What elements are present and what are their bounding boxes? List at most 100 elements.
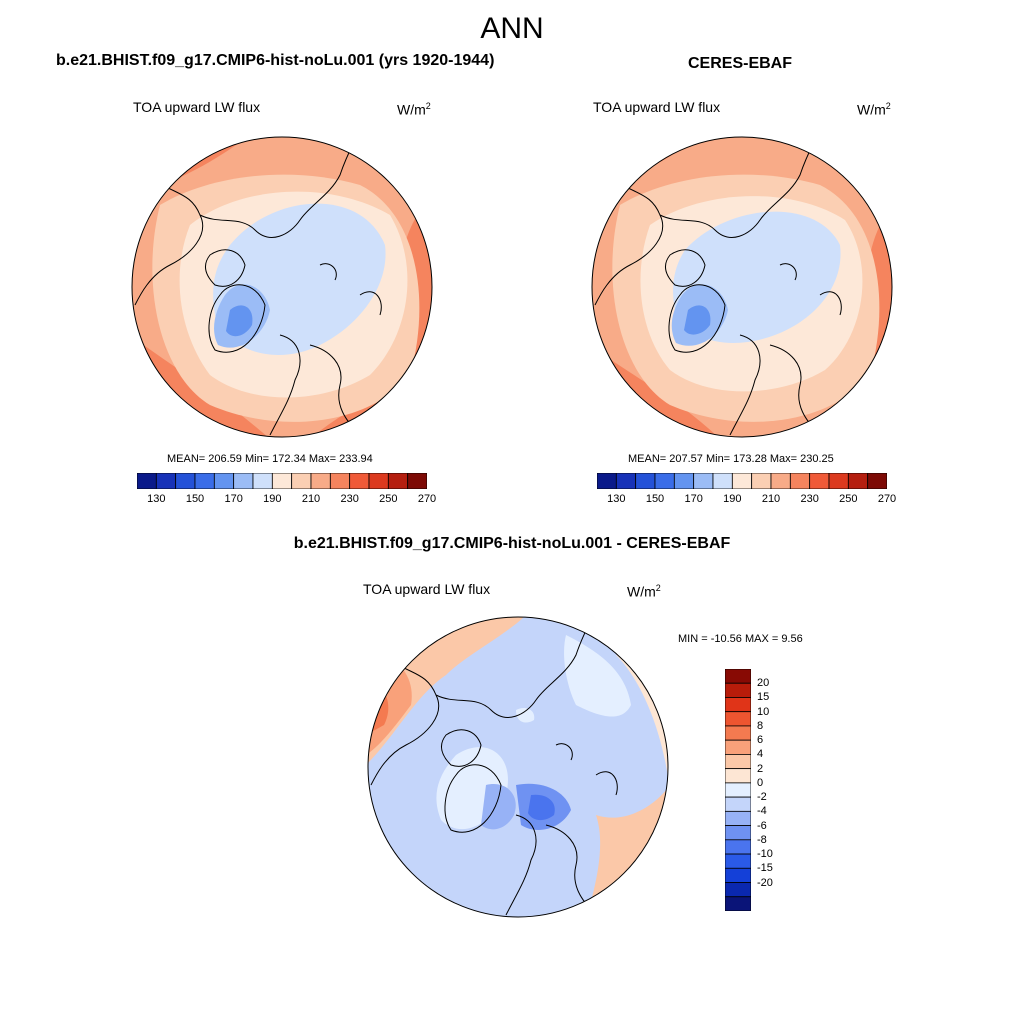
panel-2-contour-fill	[592, 137, 892, 437]
panel-2-colorbar-swatch	[789, 473, 811, 489]
diff-colorbar-swatch	[725, 669, 751, 684]
panel-1-colorbar-swatch	[137, 473, 157, 489]
panel-2-colorbar-swatch	[809, 473, 830, 489]
diff-panel-coastlines	[370, 619, 618, 916]
panel-2-colorbar-tick-label: 210	[761, 493, 781, 505]
panel-1-colorbar-swatch	[175, 473, 196, 489]
panel-2-colorbar-swatch	[867, 473, 887, 489]
panel-1-colorbar-swatch	[349, 473, 370, 489]
diff-colorbar-tick-label: -4	[757, 805, 767, 818]
diff-colorbar-tick-label: -8	[757, 833, 767, 846]
panel-1-colorbar-tick-label: 190	[263, 493, 282, 505]
panel-1-title: b.e21.BHIST.f09_g17.CMIP6-hist-noLu.001 …	[56, 52, 495, 69]
diff-panel-stats: MIN = -10.56 MAX = 9.56	[678, 633, 803, 645]
panel-1-coastlines	[134, 139, 382, 436]
diff-panel-colorbar-ticks: 20 15 10 8 6 4 2 0 -2 -4 -6 -8 -10 -15 -20	[757, 669, 797, 911]
panel-2-colorbar-tick-label: 150	[645, 493, 665, 505]
diff-panel-units: W/m2	[627, 583, 661, 600]
panel-2-colorbar-swatch	[597, 473, 617, 489]
panel-1-colorbar-swatch	[310, 473, 331, 489]
diff-colorbar-swatch	[725, 896, 751, 911]
diff-colorbar-tick-label: -6	[757, 819, 767, 832]
diff-colorbar-swatch	[725, 839, 751, 855]
diff-colorbar-tick-label: 0	[757, 776, 764, 789]
panel-1-stats: MEAN= 206.59 Min= 172.34 Max= 233.94	[167, 453, 373, 465]
diff-colorbar-swatch	[725, 810, 751, 826]
panel-1-colorbar-swatch	[194, 473, 215, 489]
diff-colorbar-tick-label: -15	[757, 862, 773, 875]
panel-2-colorbar-swatches	[597, 473, 887, 489]
panel-2-variable-label: TOA upward LW flux	[593, 99, 721, 115]
diff-colorbar-tick-label: 10	[757, 705, 770, 718]
panel-2-colorbar-tick-label: 130	[607, 493, 626, 505]
diff-colorbar-tick-label: 6	[757, 734, 764, 747]
panel-1-colorbar-swatch	[271, 473, 293, 489]
panel-2-colorbar-swatch	[751, 473, 772, 489]
panel-1-colorbar-swatch	[291, 473, 312, 489]
panel-2-colorbar-swatch	[615, 473, 637, 489]
diff-colorbar-tick-label: -10	[757, 848, 773, 861]
diff-colorbar-swatch	[725, 853, 751, 869]
panel-1-colorbar-tick-label: 250	[379, 493, 398, 505]
panel-2-colorbar-swatch	[654, 473, 675, 489]
diff-colorbar-tick-label: 2	[757, 762, 764, 775]
panel-1-units: W/m2	[397, 101, 431, 118]
diff-colorbar-tick-label: -2	[757, 791, 767, 804]
panel-2-colorbar-swatch	[712, 473, 733, 489]
diff-colorbar-swatch	[725, 882, 751, 898]
panel-1-colorbar-swatch	[368, 473, 389, 489]
panel-1-colorbar-tick-label: 150	[185, 493, 205, 505]
panel-1-polar-map	[131, 136, 433, 438]
panel-2-colorbar-swatch	[847, 473, 869, 489]
diff-colorbar-tick-label: -20	[757, 876, 773, 889]
panel-2-colorbar-swatch	[731, 473, 753, 489]
panel-1-colorbar-swatch	[387, 473, 409, 489]
panel-2-colorbar-tick-label: 270	[877, 493, 897, 505]
panel-2-polar-map	[591, 136, 893, 438]
diff-panel-map-border	[367, 616, 669, 918]
diff-panel-colorbar-swatches	[725, 669, 751, 911]
panel-2-colorbar-swatch	[693, 473, 714, 489]
main-title: ANN	[480, 12, 544, 45]
panel-1-colorbar-tick-label: 130	[147, 493, 166, 505]
diff-panel-colorbar	[725, 669, 751, 911]
panel-2-colorbar-ticks: 130 150 170 190 210 230 250 270	[597, 493, 896, 509]
panel-1-colorbar-tick-label: 210	[301, 493, 321, 505]
panel-1-colorbar-swatch	[213, 473, 235, 489]
diff-colorbar-tick-label: 8	[757, 719, 764, 732]
diff-colorbar-tick-label: 15	[757, 691, 770, 704]
panel-1-colorbar-swatch	[329, 473, 351, 489]
panel-1-colorbar-tick-label: 270	[417, 493, 437, 505]
panel-2-colorbar-tick-label: 250	[839, 493, 858, 505]
panel-2-colorbar-swatch	[673, 473, 695, 489]
panel-1-colorbar-ticks: 130 150 170 190 210 230 250 270	[137, 493, 436, 509]
panel-2-colorbar-swatch	[828, 473, 849, 489]
diff-colorbar-swatch	[725, 754, 751, 770]
panel-1-colorbar-swatch	[233, 473, 254, 489]
panel-2-units: W/m2	[857, 101, 891, 118]
panel-1-colorbar-tick-label: 230	[340, 493, 359, 505]
panel-2-title: CERES-EBAF	[688, 55, 793, 72]
diff-colorbar-swatch	[725, 782, 751, 798]
diff-colorbar-tick-label: 4	[757, 748, 764, 761]
diff-colorbar-tick-label: 20	[757, 677, 770, 690]
panel-2-colorbar-tick-label: 170	[684, 493, 703, 505]
panel-2-colorbar-swatch	[770, 473, 791, 489]
panel-2-colorbar: 130 150 170 190 210 230 250 270	[597, 473, 896, 509]
diff-colorbar-swatch	[725, 867, 751, 883]
panel-2-map-border	[591, 136, 893, 438]
diff-colorbar-swatch	[725, 825, 751, 841]
panel-2-colorbar-tick-label: 190	[723, 493, 742, 505]
panel-1-variable-label: TOA upward LW flux	[133, 99, 261, 115]
diff-colorbar-swatch	[725, 711, 751, 727]
panel-1-colorbar-tick-label: 170	[224, 493, 243, 505]
panel-2-colorbar-swatch	[635, 473, 656, 489]
panel-2-stats: MEAN= 207.57 Min= 173.28 Max= 230.25	[628, 453, 834, 465]
diff-colorbar-swatch	[725, 796, 751, 812]
panel-1-colorbar-swatches	[137, 473, 427, 489]
diff-colorbar-swatch	[725, 725, 751, 741]
panel-1-colorbar-swatch	[155, 473, 177, 489]
diff-panel-polar-map	[367, 616, 669, 918]
diff-panel-variable-label: TOA upward LW flux	[363, 581, 491, 597]
diff-colorbar-swatch	[725, 682, 751, 698]
